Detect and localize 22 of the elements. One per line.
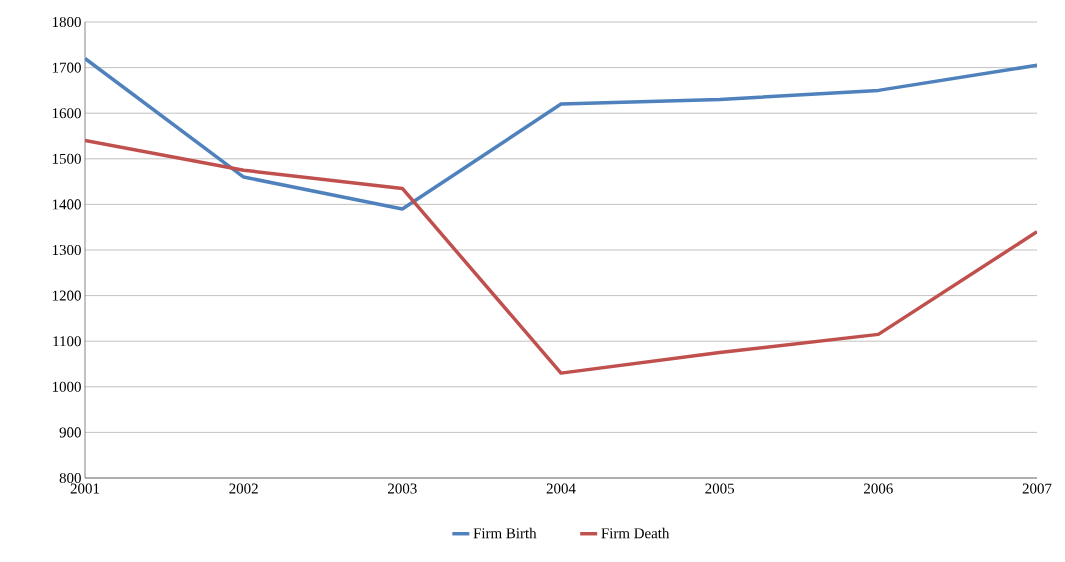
legend-label: Firm Death [601, 527, 670, 539]
y-tick-label: 800 [59, 472, 81, 484]
x-tick-label: 2001 [70, 483, 100, 494]
x-tick-label: 2004 [546, 483, 576, 494]
y-tick-label: 1400 [52, 199, 81, 210]
y-tick-label: 1300 [52, 244, 81, 256]
y-tick-label: 1100 [53, 336, 81, 347]
x-tick-label: 2007 [1022, 483, 1052, 494]
line-series [85, 56, 1037, 211]
y-tick-label: 1500 [52, 153, 81, 164]
y-tick-label: 1800 [52, 16, 81, 28]
x-tick-label: 2006 [864, 483, 893, 494]
x-tick-label: 2002 [229, 483, 258, 494]
legend-label: Firm Birth [473, 527, 537, 539]
y-tick-label: 1000 [52, 381, 81, 392]
y-tick-label: 1700 [52, 62, 81, 73]
x-tick-label: 2005 [705, 483, 735, 494]
line-series [85, 138, 1037, 375]
y-tick-label: 1200 [52, 290, 81, 301]
y-tick-label: 1600 [52, 108, 81, 119]
y-tick-label: 900 [59, 427, 81, 438]
x-tick-label: 2003 [388, 483, 417, 494]
